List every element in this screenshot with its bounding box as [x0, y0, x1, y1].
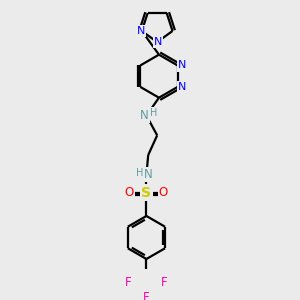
Text: N: N [140, 109, 149, 122]
Text: H: H [136, 168, 143, 178]
Text: N: N [154, 37, 162, 47]
Text: F: F [125, 276, 132, 289]
Text: N: N [137, 26, 145, 36]
Text: N: N [144, 168, 153, 181]
Text: O: O [125, 186, 134, 199]
Text: N: N [178, 82, 186, 92]
Text: O: O [159, 186, 168, 199]
Text: N: N [178, 60, 186, 70]
Text: F: F [143, 291, 150, 300]
Text: F: F [161, 276, 168, 289]
Text: S: S [141, 186, 152, 200]
Text: H: H [150, 108, 157, 118]
